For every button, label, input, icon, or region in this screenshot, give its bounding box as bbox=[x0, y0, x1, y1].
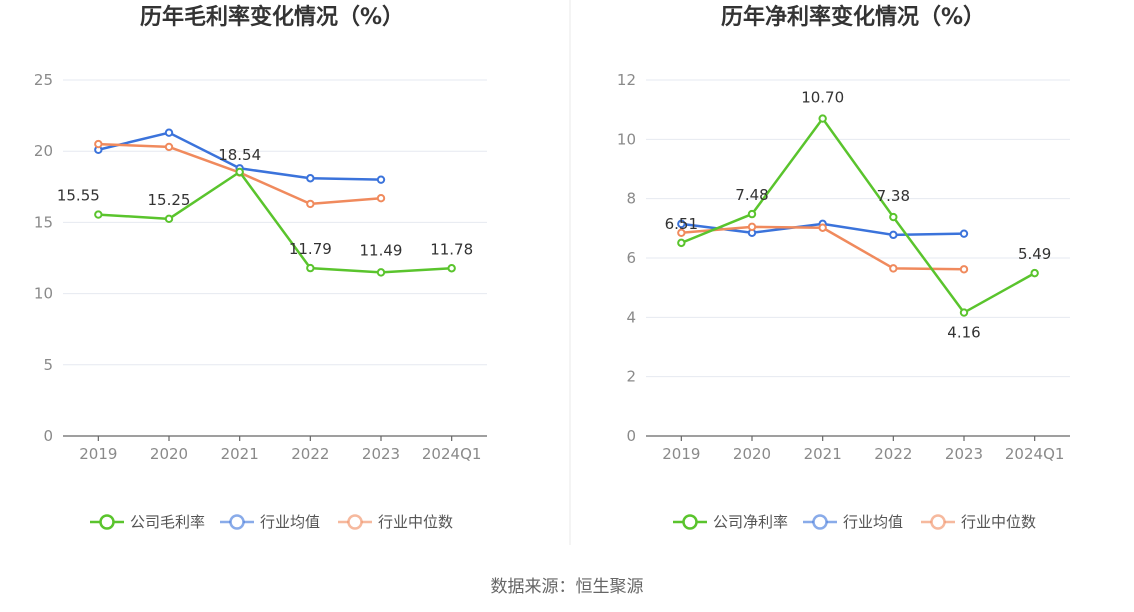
x-tick-label: 2022 bbox=[874, 445, 912, 463]
data-point-company bbox=[376, 268, 386, 277]
legend-label: 行业中位数 bbox=[378, 513, 453, 531]
legend-label: 行业均值 bbox=[843, 513, 903, 531]
data-point-company bbox=[677, 238, 686, 248]
data-point-median bbox=[747, 222, 757, 232]
data-point-median bbox=[376, 193, 386, 203]
data-label: 15.55 bbox=[57, 187, 100, 205]
data-label: 11.79 bbox=[289, 240, 332, 258]
data-point-avg bbox=[306, 174, 315, 183]
data-point-company bbox=[235, 167, 244, 177]
data-point-company bbox=[164, 214, 174, 224]
data-label: 7.38 bbox=[877, 187, 910, 205]
data-label: 15.25 bbox=[148, 191, 191, 209]
data-point-median bbox=[94, 139, 103, 149]
x-tick-label: 2019 bbox=[79, 445, 117, 463]
y-tick-label: 20 bbox=[34, 142, 53, 160]
series-line-company bbox=[98, 170, 452, 274]
legend-label: 行业均值 bbox=[260, 513, 320, 531]
y-tick-label: 0 bbox=[626, 427, 636, 445]
legend-marker-avg bbox=[229, 514, 245, 530]
series-line-company bbox=[680, 117, 1036, 314]
y-tick-label: 6 bbox=[626, 249, 636, 267]
data-point-avg bbox=[164, 128, 174, 137]
y-tick-label: 5 bbox=[43, 356, 53, 374]
x-tick-label: 2024Q1 bbox=[422, 445, 482, 463]
data-point-company bbox=[818, 114, 827, 123]
data-point-avg bbox=[677, 219, 686, 229]
x-tick-label: 2021 bbox=[804, 445, 842, 463]
data-point-company bbox=[889, 212, 898, 222]
x-tick-label: 2023 bbox=[362, 445, 400, 463]
data-label: 11.78 bbox=[430, 240, 473, 258]
data-point-company bbox=[306, 263, 315, 273]
legend-label: 公司毛利率 bbox=[130, 513, 205, 531]
data-label: 4.16 bbox=[947, 324, 980, 342]
data-point-company bbox=[447, 264, 456, 273]
data-point-company bbox=[94, 210, 103, 219]
chart-title: 历年净利率变化情况（%） bbox=[721, 4, 985, 30]
data-point-median bbox=[306, 199, 315, 209]
data-point-avg bbox=[959, 229, 969, 238]
x-tick-label: 2021 bbox=[221, 445, 259, 463]
legend-label: 行业中位数 bbox=[961, 513, 1036, 531]
data-label: 11.49 bbox=[360, 241, 403, 259]
data-label: 10.70 bbox=[801, 89, 844, 107]
net-margin-chart: 历年净利率变化情况（%） 0 2 4 6 8 10 12 2019 2020 2021 2022 202… bbox=[617, 4, 1070, 531]
source-note: 数据来源：恒生聚源 bbox=[491, 577, 644, 597]
data-point-median bbox=[959, 265, 969, 274]
y-tick-label: 10 bbox=[34, 285, 53, 303]
y-tick-label: 8 bbox=[626, 190, 636, 208]
y-tick-label: 2 bbox=[626, 368, 636, 386]
data-point-median bbox=[889, 264, 898, 273]
x-tick-label: 2024Q1 bbox=[1005, 445, 1065, 463]
chart-title: 历年毛利率变化情况（%） bbox=[140, 4, 404, 30]
legend-marker-company bbox=[99, 514, 115, 530]
data-point-company bbox=[747, 209, 757, 219]
x-tick-label: 2023 bbox=[945, 445, 983, 463]
legend-marker-median bbox=[347, 514, 363, 530]
x-tick-label: 2022 bbox=[291, 445, 329, 463]
data-point-median bbox=[677, 228, 686, 237]
y-tick-label: 12 bbox=[617, 71, 636, 89]
data-label: 6.51 bbox=[665, 215, 698, 233]
legend-marker-company bbox=[682, 514, 698, 530]
data-label: 7.48 bbox=[735, 186, 768, 204]
data-point-median bbox=[818, 223, 827, 232]
y-tick-label: 15 bbox=[34, 213, 53, 231]
data-point-company bbox=[959, 308, 969, 317]
x-tick-label: 2020 bbox=[733, 445, 771, 463]
y-tick-label: 0 bbox=[43, 427, 53, 445]
legend-marker-avg bbox=[812, 514, 828, 530]
y-tick-label: 4 bbox=[626, 308, 636, 326]
data-point-avg bbox=[376, 175, 386, 184]
data-label: 5.49 bbox=[1018, 245, 1051, 263]
y-tick-label: 10 bbox=[617, 130, 636, 148]
data-point-median bbox=[164, 142, 174, 152]
gross-margin-chart: 历年毛利率变化情况（%） 0 5 10 15 20 25 2019 2020 2021 2022 20… bbox=[34, 4, 487, 531]
y-tick-label: 25 bbox=[34, 71, 53, 89]
legend-marker-median bbox=[930, 514, 946, 530]
data-label: 18.54 bbox=[218, 146, 261, 164]
x-tick-label: 2020 bbox=[150, 445, 188, 463]
data-point-company bbox=[1030, 268, 1039, 278]
data-point-avg bbox=[889, 230, 898, 240]
legend-label: 公司净利率 bbox=[713, 513, 788, 531]
x-tick-label: 2019 bbox=[662, 445, 700, 463]
